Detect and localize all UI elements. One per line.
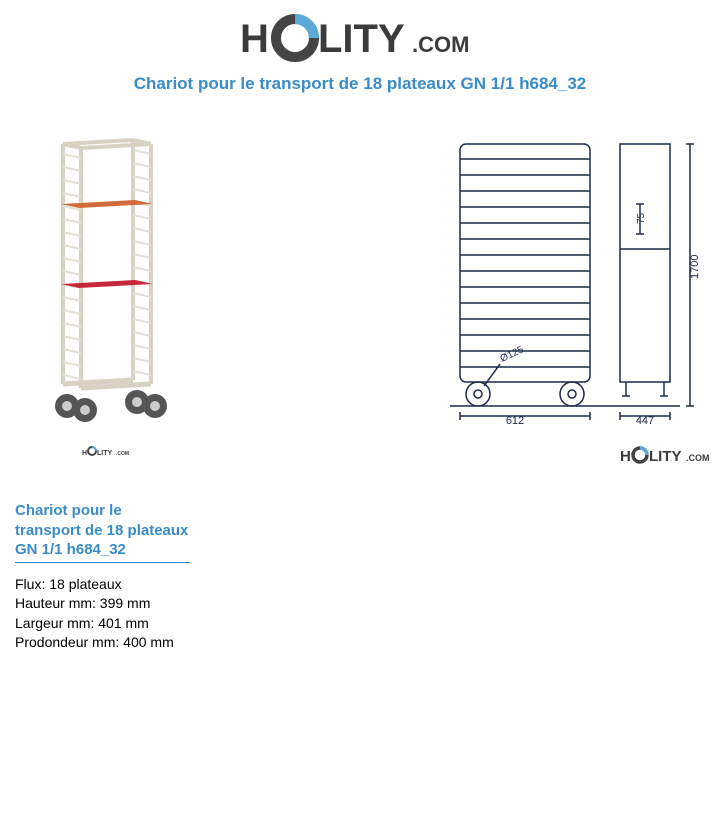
- diagram-panel: 1700 75 612 447 Ø125 H LITY .COM: [440, 134, 720, 471]
- spec-section: Chariot pour le transport de 18 plateaux…: [0, 501, 190, 653]
- page-title: Chariot pour le transport de 18 plateaux…: [0, 74, 720, 94]
- tray-1: [61, 200, 153, 208]
- product-photo: [45, 134, 175, 424]
- spec-lines: Flux: 18 plateauxHauteur mm: 399 mmLarge…: [15, 575, 190, 653]
- brand-logo: H LITY .COM: [0, 0, 720, 64]
- technical-diagram: 1700 75 612 447 Ø125: [440, 134, 720, 424]
- dim-wheel: Ø125: [499, 344, 526, 364]
- product-photo-panel: H LITY .COM: [20, 134, 200, 471]
- svg-text:H: H: [620, 448, 631, 465]
- images-row: H LITY .COM: [0, 134, 720, 471]
- spec-line: Hauteur mm: 399 mm: [15, 594, 190, 614]
- svg-text:LITY: LITY: [97, 450, 112, 457]
- dim-height: 1700: [689, 255, 701, 279]
- mini-logo-left: H LITY .COM: [82, 444, 138, 463]
- spec-line: Prodondeur mm: 400 mm: [15, 633, 190, 653]
- dim-width: 612: [506, 415, 524, 424]
- dim-depth: 447: [636, 415, 654, 424]
- wheels: [55, 390, 167, 422]
- logo-letter-rest: LITY: [318, 17, 405, 61]
- spec-line: Flux: 18 plateaux: [15, 575, 190, 595]
- dim-spacing: 75: [636, 212, 647, 224]
- svg-text:.COM: .COM: [116, 451, 129, 457]
- svg-text:.COM: .COM: [686, 453, 710, 463]
- mini-logo-right: H LITY .COM: [620, 444, 720, 471]
- spec-line: Largeur mm: 401 mm: [15, 614, 190, 634]
- svg-text:H: H: [82, 450, 87, 457]
- svg-text:LITY: LITY: [649, 448, 682, 465]
- logo-ring-icon: [276, 19, 314, 57]
- logo-suffix: .COM: [412, 32, 469, 57]
- logo-letter-h: H: [240, 17, 269, 61]
- spec-heading: Chariot pour le transport de 18 plateaux…: [15, 501, 190, 563]
- tray-2: [61, 280, 153, 288]
